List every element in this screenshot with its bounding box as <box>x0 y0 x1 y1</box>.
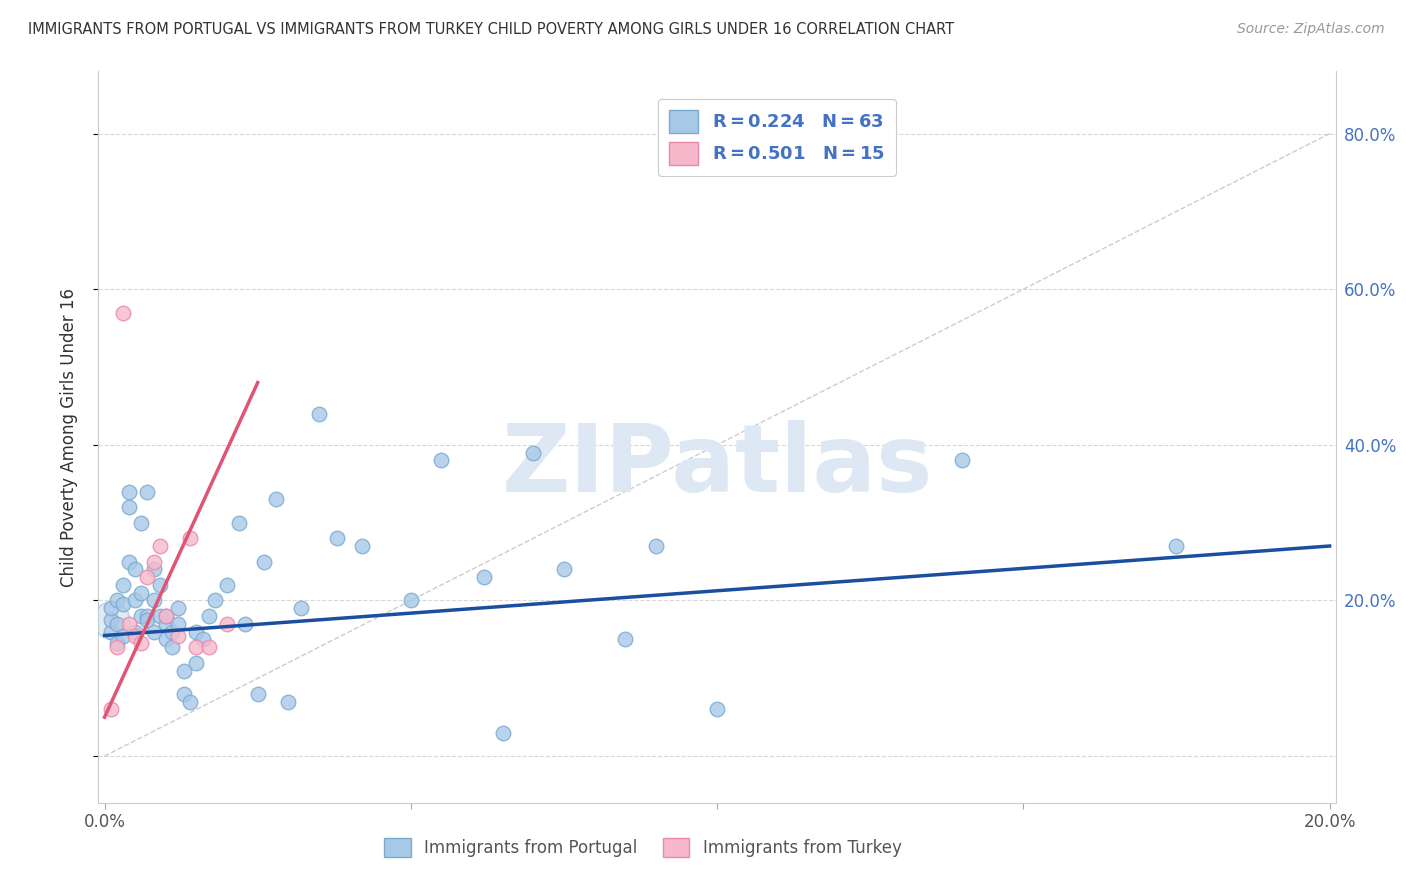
Point <box>706 702 728 716</box>
Point <box>1166 539 1188 553</box>
Point <box>191 632 214 647</box>
Point <box>105 616 128 631</box>
Point <box>644 539 666 553</box>
Point <box>173 687 195 701</box>
Point <box>215 578 238 592</box>
Point <box>118 616 141 631</box>
Point <box>100 613 122 627</box>
Point <box>129 516 152 530</box>
Point <box>149 578 172 592</box>
Point <box>118 555 141 569</box>
Point <box>111 628 134 642</box>
Point <box>228 516 250 530</box>
Point <box>614 632 637 647</box>
Point <box>492 725 515 739</box>
Point <box>149 609 172 624</box>
Point <box>118 484 141 499</box>
Point <box>350 539 373 553</box>
Point <box>124 593 146 607</box>
Point <box>100 613 122 627</box>
Point <box>142 562 165 576</box>
Point <box>142 555 165 569</box>
Point <box>124 628 146 642</box>
Point <box>179 695 201 709</box>
Point <box>215 616 238 631</box>
Point <box>290 601 312 615</box>
Point <box>111 305 134 319</box>
Text: ZIPatlas: ZIPatlas <box>502 420 932 512</box>
Point <box>197 609 219 624</box>
Point <box>100 624 122 639</box>
Y-axis label: Child Poverty Among Girls Under 16: Child Poverty Among Girls Under 16 <box>59 287 77 587</box>
Point <box>167 616 190 631</box>
Point <box>136 609 159 624</box>
Point <box>105 636 128 650</box>
Point <box>522 445 544 459</box>
Point <box>124 624 146 639</box>
Point <box>142 624 165 639</box>
Point <box>136 484 159 499</box>
Point <box>142 593 165 607</box>
Point <box>129 585 152 599</box>
Point <box>100 702 122 716</box>
Point <box>253 555 276 569</box>
Point <box>950 453 973 467</box>
Point <box>326 531 349 545</box>
Point <box>173 664 195 678</box>
Point <box>111 578 134 592</box>
Point <box>246 687 269 701</box>
Point <box>399 593 422 607</box>
Point <box>129 609 152 624</box>
Point <box>124 562 146 576</box>
Point <box>155 609 177 624</box>
Point <box>179 531 201 545</box>
Point <box>100 601 122 615</box>
Text: Source: ZipAtlas.com: Source: ZipAtlas.com <box>1237 22 1385 37</box>
Point <box>155 609 177 624</box>
Point <box>186 656 208 670</box>
Point <box>472 570 495 584</box>
Point <box>105 593 128 607</box>
Point <box>129 636 152 650</box>
Point <box>264 492 287 507</box>
Point <box>136 570 159 584</box>
Point <box>308 407 330 421</box>
Point <box>118 500 141 515</box>
Point <box>155 616 177 631</box>
Point <box>111 598 134 612</box>
Point <box>149 539 172 553</box>
Point <box>136 613 159 627</box>
Point <box>235 616 257 631</box>
Point <box>197 640 219 655</box>
Point <box>160 624 183 639</box>
Point <box>553 562 575 576</box>
Point <box>186 640 208 655</box>
Point <box>160 640 183 655</box>
Point <box>105 640 128 655</box>
Point <box>204 593 226 607</box>
Point <box>167 601 190 615</box>
Point <box>186 624 208 639</box>
Point <box>430 453 453 467</box>
Text: IMMIGRANTS FROM PORTUGAL VS IMMIGRANTS FROM TURKEY CHILD POVERTY AMONG GIRLS UND: IMMIGRANTS FROM PORTUGAL VS IMMIGRANTS F… <box>28 22 955 37</box>
Point <box>277 695 299 709</box>
Point <box>155 632 177 647</box>
Point <box>167 628 190 642</box>
Legend: Immigrants from Portugal, Immigrants from Turkey: Immigrants from Portugal, Immigrants fro… <box>378 831 908 864</box>
